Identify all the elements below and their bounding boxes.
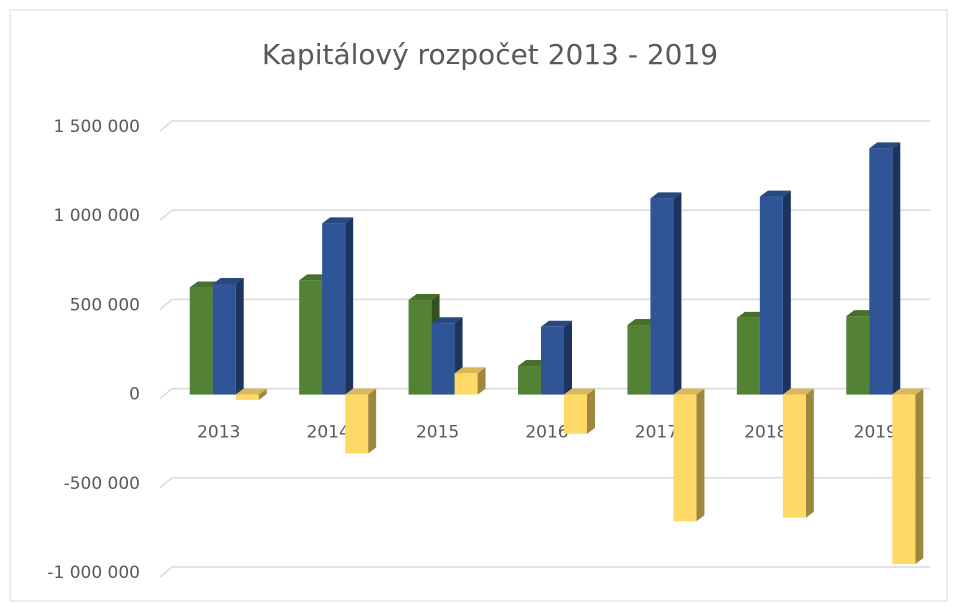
bar [235, 394, 259, 400]
bar-top [322, 217, 354, 224]
bar-side [235, 277, 244, 395]
bar-top [892, 388, 924, 395]
bar-side [587, 388, 595, 434]
bar [189, 287, 213, 395]
x-tick-label: 2015 [416, 423, 459, 443]
y-tick-label: 500 000 [70, 295, 140, 315]
x-tick-label: 2013 [197, 423, 240, 443]
bar-top [235, 388, 267, 395]
bar [431, 323, 455, 395]
bar-top [782, 388, 814, 395]
bar [322, 223, 346, 395]
bar [299, 280, 323, 395]
bar [759, 196, 783, 395]
bar [345, 394, 369, 454]
bar-top [869, 142, 901, 149]
x-tick-label: 2017 [635, 423, 678, 443]
bar [846, 316, 870, 395]
bar-side [805, 388, 814, 518]
bar-side [564, 320, 572, 395]
bar [564, 394, 587, 434]
bar-side [696, 388, 705, 522]
bar [782, 394, 806, 518]
bar [869, 148, 893, 395]
bar-top [212, 277, 244, 284]
bar-side [673, 192, 682, 395]
y-tick-label: 1 500 000 [53, 117, 140, 137]
x-tick-label: 2019 [854, 423, 897, 443]
bar [736, 317, 760, 395]
bar-top [408, 294, 440, 301]
bar-top [564, 388, 595, 395]
bar-top [431, 317, 463, 324]
bar-top [759, 190, 791, 197]
y-tick-label: -500 000 [64, 474, 140, 494]
bar [454, 373, 478, 395]
bar [408, 300, 432, 395]
bar-side [477, 367, 486, 395]
x-tick-label: 2014 [307, 423, 350, 443]
bar [518, 366, 541, 395]
bar-top [673, 388, 705, 395]
chart-title: Kapitálový rozpočet 2013 - 2019 [262, 38, 718, 71]
x-tick-label: 2018 [744, 423, 787, 443]
bar-side [258, 388, 267, 400]
bar-side [368, 388, 377, 454]
bar-side [915, 388, 924, 565]
bar [541, 326, 564, 395]
bar [212, 283, 236, 395]
bar-top [541, 320, 572, 327]
bar-side [345, 217, 354, 395]
bar [627, 325, 651, 395]
y-tick-label: 0 [129, 385, 140, 405]
bar-top [454, 367, 486, 374]
y-tick-label: 1 000 000 [53, 206, 140, 226]
bar-side [782, 190, 791, 395]
bar [892, 394, 916, 565]
x-tick-label: 2016 [525, 423, 568, 443]
bar-top [345, 388, 377, 395]
bar-side [892, 142, 901, 395]
bar-top [650, 192, 682, 199]
grid-line [159, 566, 930, 578]
bar [673, 394, 697, 522]
y-tick-label: -1 000 000 [47, 563, 140, 583]
bar [650, 198, 674, 395]
grid-line [159, 120, 930, 132]
